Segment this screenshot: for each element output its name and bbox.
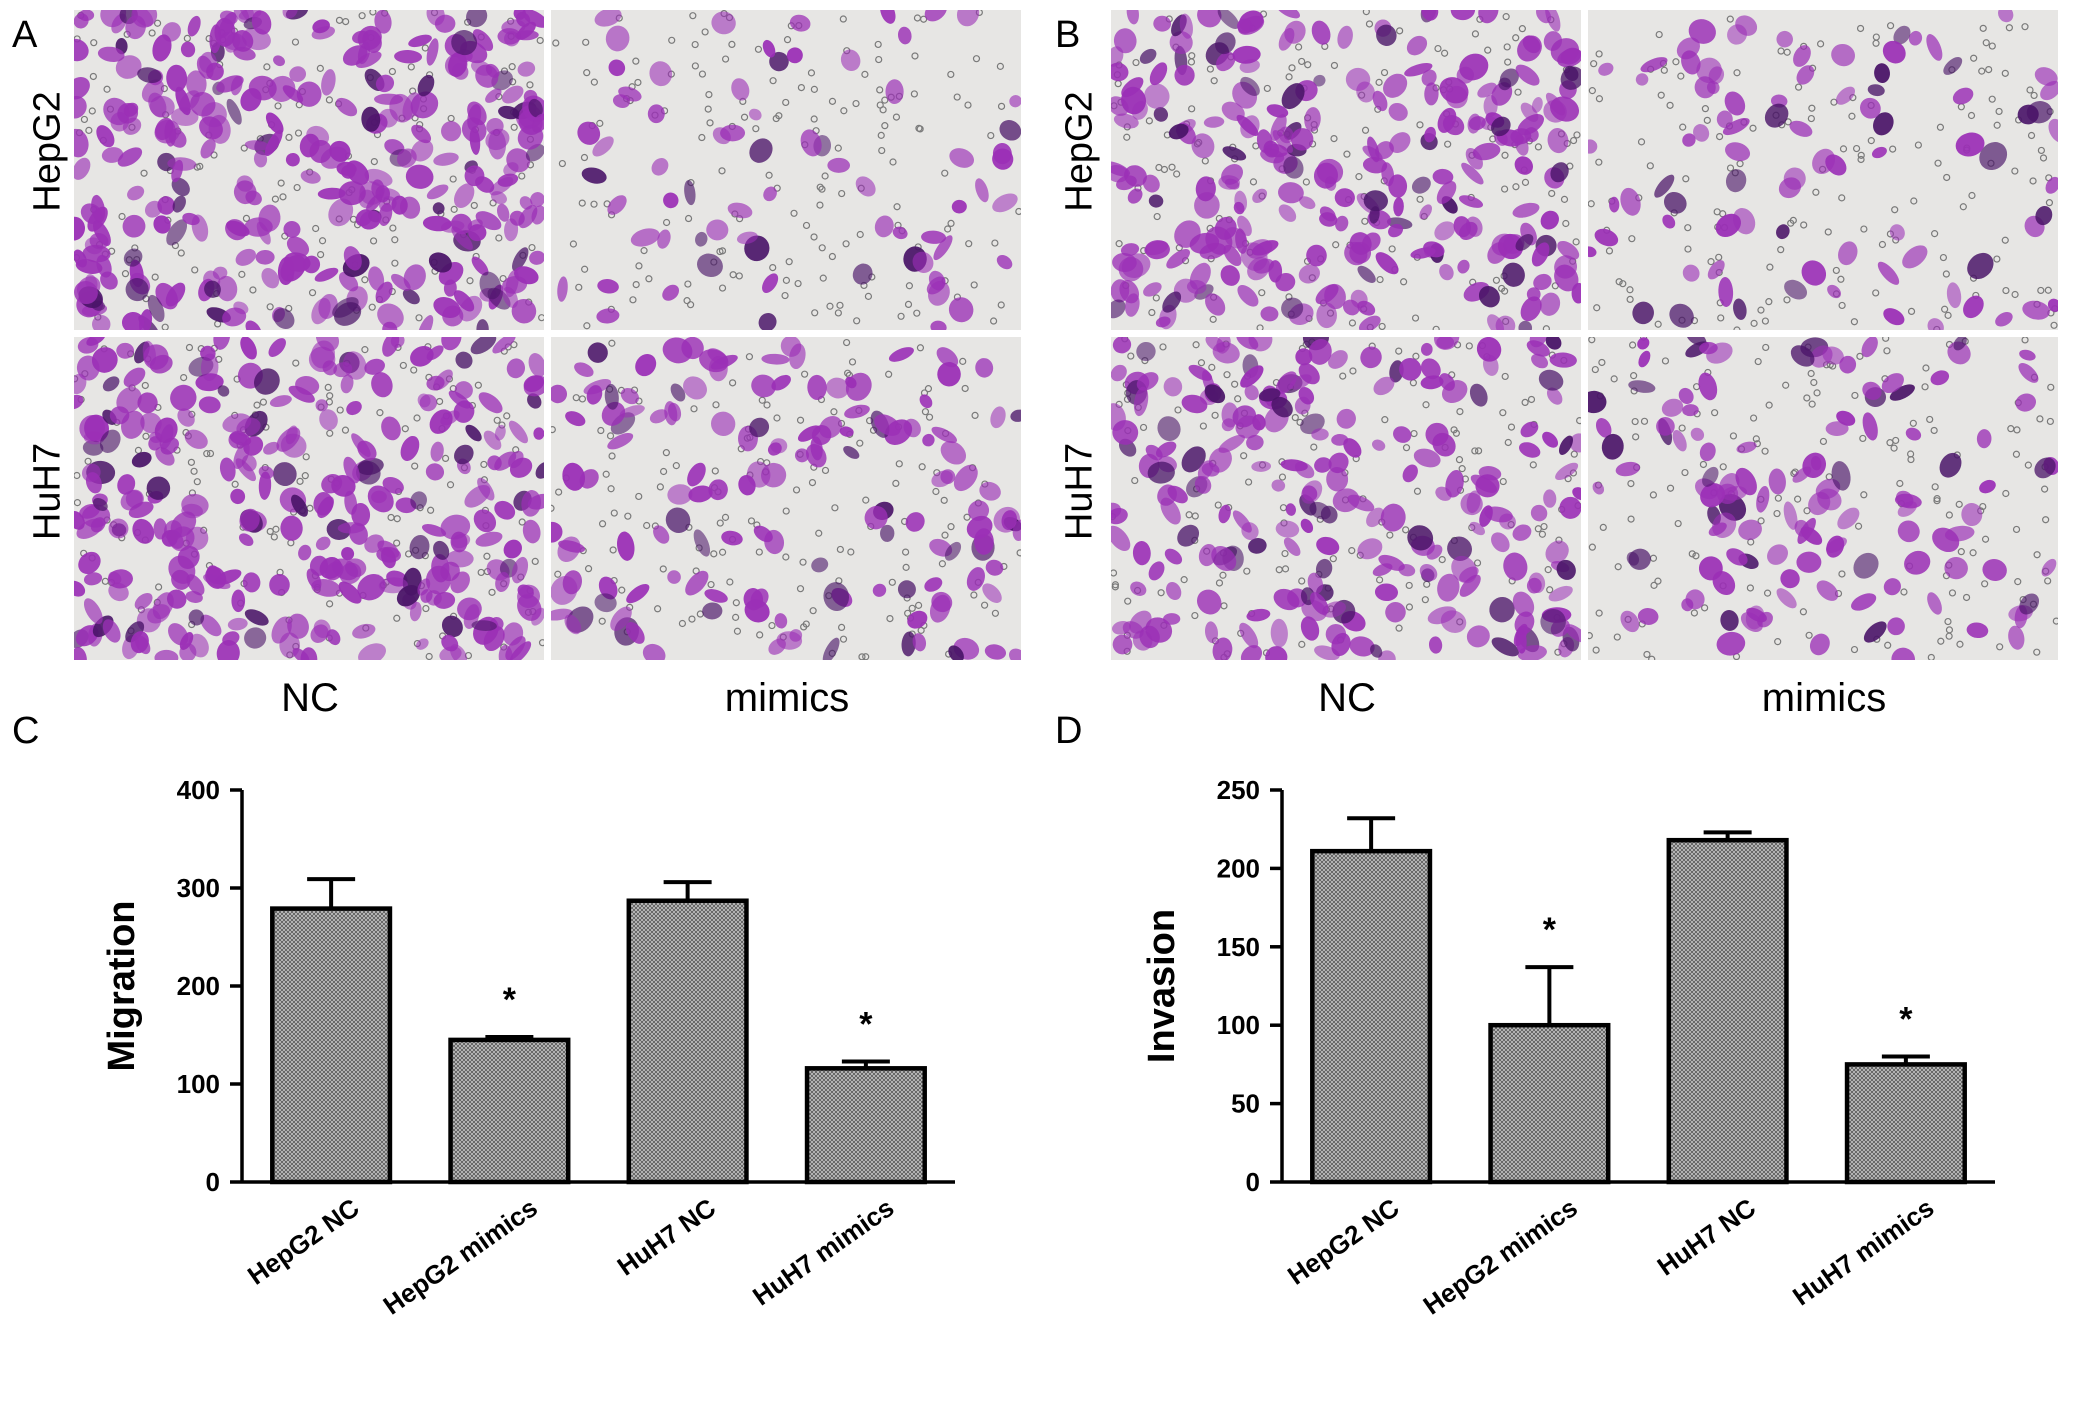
migration-bar	[626, 898, 749, 1185]
micrograph-b-huh7-mimics	[1588, 337, 2058, 660]
invasion-bar-chart: 0 50 100 150 200 250 Invasion HepG2 NC * HepG2 mi…	[1141, 775, 1995, 1321]
invasion-significance-marker: *	[1899, 1001, 1913, 1039]
invasion-significance-marker: *	[1543, 911, 1557, 949]
row-label-hepg2-a: HepG2	[26, 91, 69, 212]
micrograph-b-hepg2-nc	[1111, 10, 1581, 330]
row-label-huh7-a: HuH7	[26, 442, 69, 541]
migration-significance-marker: *	[503, 981, 517, 1019]
migration-significance-marker: *	[859, 1005, 873, 1043]
migration-category-label: HuH7 mimics	[747, 1192, 899, 1311]
micrograph-a-huh7-nc	[74, 337, 544, 660]
col-label-nc-b: NC	[1318, 676, 1376, 720]
migration-category-label: HuH7 NC	[612, 1192, 722, 1281]
row-label-hepg2-b: HepG2	[1058, 91, 1101, 212]
invasion-y-tick-label: 250	[1217, 775, 1260, 805]
migration-plot: 0 100 200 300 400 Migration HepG2 NC * HepG2 mim…	[101, 775, 955, 1321]
migration-bar	[448, 1037, 571, 1185]
panel-letter-a: A	[12, 14, 38, 56]
migration-y-tick-label: 200	[177, 971, 220, 1001]
micrograph-b-huh7-nc	[1111, 337, 1581, 660]
migration-y-tick-label: 300	[177, 873, 220, 903]
panel-letter-c: C	[12, 710, 40, 752]
row-label-huh7-b: HuH7	[1058, 442, 1101, 541]
panel-letter-b: B	[1055, 14, 1081, 56]
invasion-bar	[1488, 1022, 1611, 1185]
invasion-bar	[1666, 837, 1789, 1185]
micrograph-a-huh7-mimics	[551, 337, 1021, 660]
invasion-bar	[1310, 848, 1433, 1185]
invasion-category-label: HepG2 NC	[1282, 1192, 1405, 1290]
migration-category-label: HepG2 mimics	[378, 1192, 543, 1320]
migration-bar	[804, 1066, 927, 1185]
migration-y-tick-label: 400	[177, 775, 220, 805]
micrograph-a-hepg2-mimics	[551, 10, 1021, 330]
col-label-mimics-a: mimics	[724, 676, 850, 720]
invasion-plot: 0 50 100 150 200 250 Invasion HepG2 NC * HepG2 mi…	[1141, 775, 1995, 1321]
migration-category-label: HepG2 NC	[242, 1192, 365, 1290]
invasion-y-axis-label: Invasion	[1141, 909, 1183, 1063]
invasion-y-tick-label: 0	[1246, 1167, 1260, 1197]
micrograph-b-hepg2-mimics	[1588, 10, 2058, 330]
invasion-category-label: HuH7 mimics	[1787, 1192, 1939, 1311]
col-label-mimics-b: mimics	[1761, 676, 1887, 720]
col-label-nc-a: NC	[281, 676, 339, 720]
migration-bar-chart: 0 100 200 300 400 Migration HepG2 NC * HepG2 mim…	[101, 775, 955, 1321]
invasion-y-tick-label: 150	[1217, 932, 1260, 962]
invasion-bar	[1844, 1062, 1967, 1185]
migration-y-tick-label: 100	[177, 1069, 220, 1099]
invasion-category-label: HuH7 NC	[1652, 1192, 1762, 1281]
panel-letter-d: D	[1055, 710, 1083, 752]
invasion-y-tick-label: 50	[1231, 1089, 1260, 1119]
migration-bar	[270, 906, 393, 1185]
invasion-y-tick-label: 200	[1217, 853, 1260, 883]
micrograph-a-hepg2-nc	[74, 10, 544, 330]
migration-y-tick-label: 0	[206, 1167, 220, 1197]
invasion-category-label: HepG2 mimics	[1418, 1192, 1583, 1320]
migration-y-axis-label: Migration	[101, 901, 143, 1072]
invasion-y-tick-label: 100	[1217, 1010, 1260, 1040]
